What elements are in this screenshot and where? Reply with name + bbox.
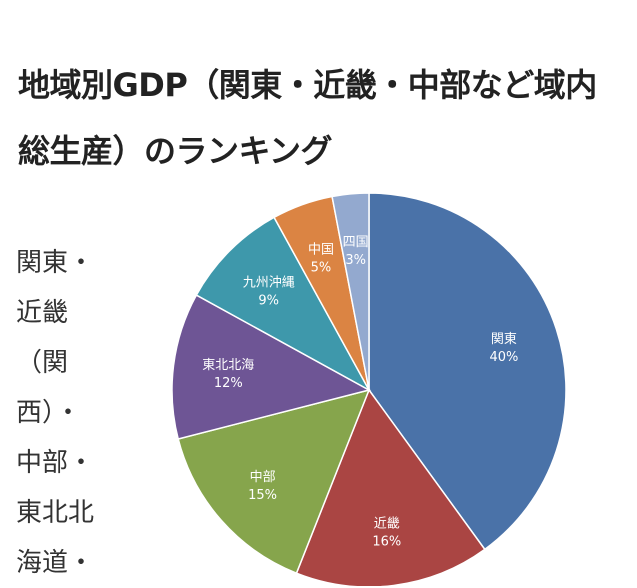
- side-text-line: 西）・: [16, 398, 82, 428]
- slice-percent-label: 40%: [489, 350, 518, 365]
- side-text-line: （関: [16, 348, 69, 378]
- pie-slice: [195, 216, 371, 392]
- slice-category-label: 近畿: [374, 517, 400, 532]
- slice-percent-label: 15%: [248, 488, 277, 503]
- pie-slice: [177, 388, 371, 575]
- pie-slice: [368, 192, 567, 551]
- pie-slice: [331, 192, 370, 391]
- side-text-line: 関東・: [16, 248, 95, 278]
- side-text-line: 中部・: [16, 448, 95, 478]
- slice-category-label: 中国: [308, 243, 334, 258]
- slice-category-label: 中部: [250, 470, 276, 485]
- pie-slice: [295, 388, 486, 586]
- slice-category-label: 東北北海: [202, 357, 254, 373]
- slice-percent-label: 3%: [345, 253, 366, 268]
- side-text-line: 海道・: [16, 548, 95, 578]
- slice-percent-label: 9%: [258, 294, 279, 309]
- slice-category-label: 九州沖縄: [243, 276, 295, 291]
- slice-category-label: 四国: [343, 235, 369, 250]
- pie-slices: [171, 192, 567, 586]
- slice-percent-label: 12%: [214, 376, 243, 391]
- slice-category-label: 関東: [491, 331, 517, 347]
- chart-heading: 地域別GDP（関東・近畿・中部など域内総生産）のランキング: [18, 66, 597, 170]
- pie-slice: [171, 294, 372, 440]
- slice-percent-label: 16%: [372, 535, 401, 550]
- pie-labels: 関東 40% 近畿 16% 中部 15% 東北北海 12% 九州沖縄 9% 中国 5% 四国 3%: [202, 235, 518, 550]
- side-text-column: 関東・ 近畿 （関 西）・ 中部・ 東北北 海道・: [16, 238, 116, 588]
- side-text-line: 近畿: [16, 298, 69, 328]
- side-text-line: 東北北: [16, 498, 95, 528]
- slice-percent-label: 5%: [311, 261, 332, 276]
